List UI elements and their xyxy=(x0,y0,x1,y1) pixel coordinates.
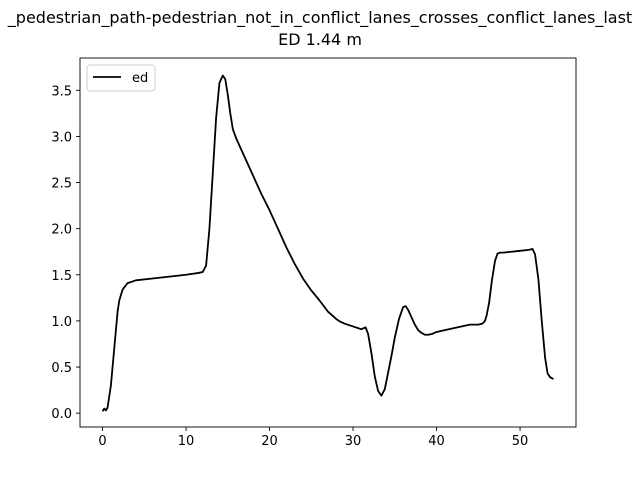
y-tick-label: 1.0 xyxy=(51,315,72,330)
y-tick-label: 2.5 xyxy=(51,177,72,192)
plot-frame xyxy=(79,57,577,428)
plot-lines xyxy=(101,74,554,412)
legend: ed xyxy=(86,64,156,92)
chart-title: _pedestrian_path-pedestrian_not_in_confl… xyxy=(7,8,632,28)
series-line-ed xyxy=(101,74,554,412)
legend-box xyxy=(86,64,156,92)
y-tick-label: 3.5 xyxy=(51,84,72,99)
x-tick-label: 30 xyxy=(345,434,362,449)
chart-subtitle: ED 1.44 m xyxy=(278,30,362,49)
y-tick-label: 0.0 xyxy=(51,407,72,422)
axes-frame xyxy=(79,57,577,428)
axes: 0 10 20 30 40 50 0.0 0.5 1.0 1.5 2.0 2.5 3.0 3.5 xyxy=(51,84,528,449)
x-tick-label: 40 xyxy=(428,434,445,449)
legend-label-ed: ed xyxy=(132,71,148,86)
y-tick-label: 3.0 xyxy=(51,130,72,145)
x-tick-label: 20 xyxy=(261,434,278,449)
y-tick-label: 1.5 xyxy=(51,269,72,284)
x-tick-label: 10 xyxy=(178,434,195,449)
y-tick-label: 2.0 xyxy=(51,223,72,238)
x-tick-label: 50 xyxy=(512,434,529,449)
x-tick-label: 0 xyxy=(98,434,106,449)
y-tick-label: 0.5 xyxy=(51,361,72,376)
